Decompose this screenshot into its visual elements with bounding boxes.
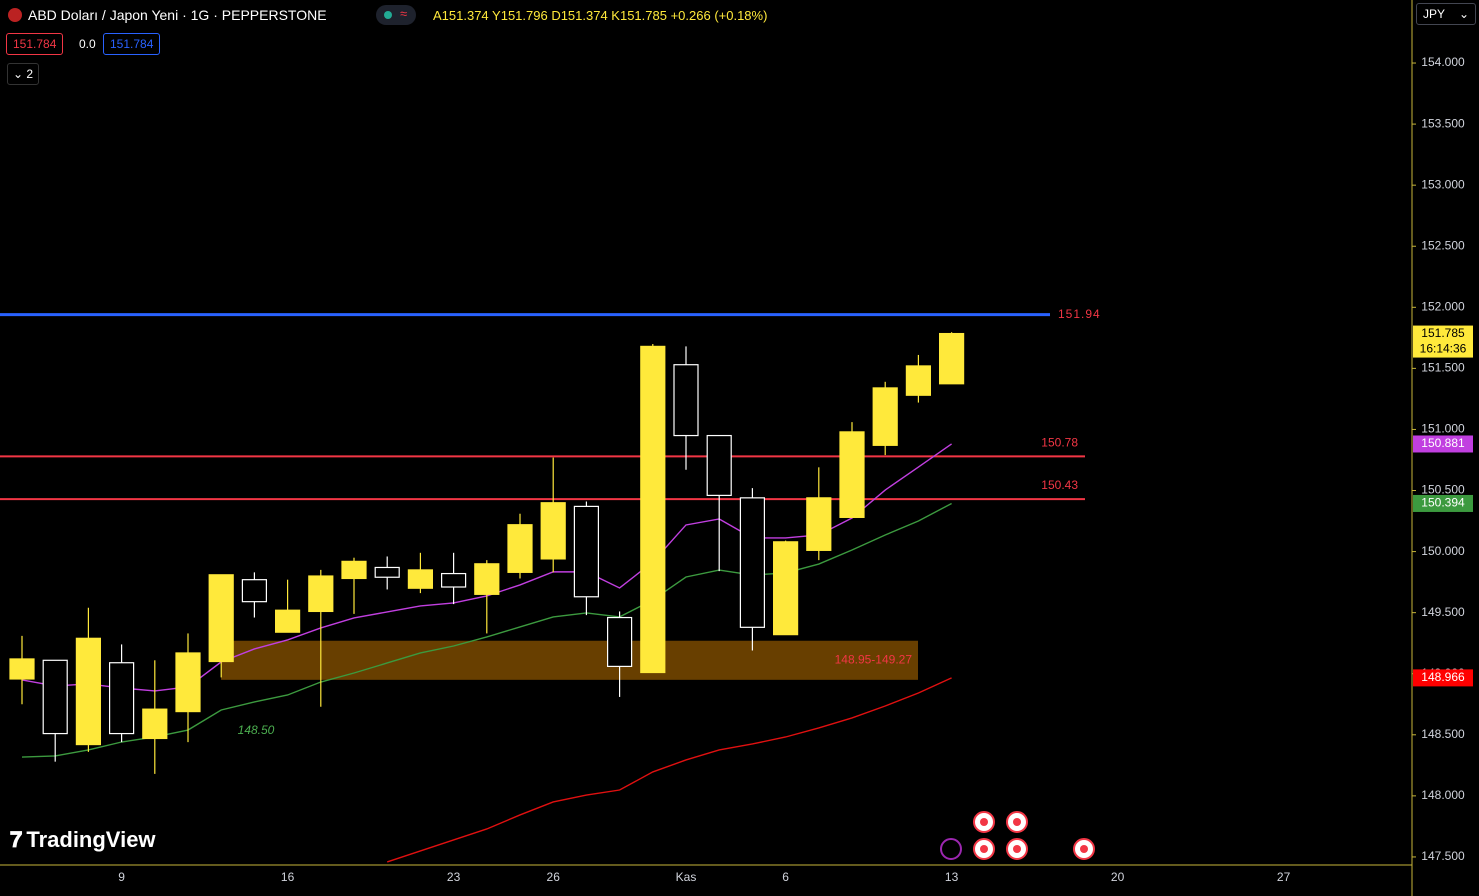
countdown: 16:14:36 [1420,342,1467,356]
price-label-box [1413,435,1473,453]
annotation: 148.50 [238,723,275,737]
candle-body [175,652,201,713]
sell-price[interactable]: 151.784 [6,33,64,55]
x-tick-label: 16 [281,870,295,884]
ma-line [386,677,952,863]
y-tick-label: 148.000 [1421,788,1465,802]
price-label: 151.785 [1421,326,1465,340]
candle-body [208,574,234,663]
candle-body [806,497,832,551]
candle-body [772,541,799,636]
indicator-count: 2 [26,67,34,81]
price-label-box [1413,669,1473,687]
candle-body [9,658,35,680]
logo[interactable]: 𝟕 TradingView [10,827,156,852]
candle-body [739,497,766,628]
y-tick-label: 153.500 [1421,116,1465,130]
event-dot [1013,818,1021,826]
y-tick-label: 148.500 [1421,727,1465,741]
level-label: 150.43 [1041,478,1078,492]
candle-body [606,616,633,667]
x-tick-label: 20 [1111,870,1125,884]
candle-body [108,662,135,735]
candle-body [441,572,467,588]
candle-body [507,524,533,573]
event-dot [1013,845,1021,853]
symbol[interactable]: ABD Doları / Japon Yeni · 1G · PEPPERSTO… [8,7,327,23]
x-tick-label: 27 [1277,870,1291,884]
candle-body [474,563,500,595]
y-tick-label: 147.500 [1421,849,1465,863]
currency: JPY [1423,7,1446,21]
candle-body [872,387,898,446]
event-dot [980,845,988,853]
price-label: 148.966 [1421,670,1465,684]
candle-body [540,502,566,560]
x-tick-label: 13 [945,870,959,884]
candle-body [374,566,400,578]
candle-body [938,332,965,385]
price-label-box [1413,494,1473,512]
y-tick-label: 153.000 [1421,177,1465,191]
y-tick-label: 151.500 [1421,361,1465,375]
candle-body [241,579,267,603]
y-tick-label: 152.500 [1421,238,1465,252]
event-dot [1080,845,1088,853]
candle-body [142,708,168,740]
spread: 0.0 [79,37,96,51]
level-label: 150.78 [1041,435,1078,449]
level-label: 151.94 [1058,307,1101,321]
candle-body [573,505,600,598]
status-pill[interactable]: ≈ [376,5,416,25]
logo-text: TradingView [26,827,156,852]
x-tick-label: 23 [447,870,461,884]
candle-body [839,431,865,518]
y-tick-label: 150.000 [1421,544,1465,558]
x-tick-label: 6 [782,870,789,884]
candle-body [407,569,433,589]
candle-body [640,345,666,674]
y-tick-label: 154.000 [1421,55,1465,69]
event-icon[interactable] [940,838,962,860]
event-dot [980,818,988,826]
price-label: 150.881 [1421,436,1465,450]
indicators-toggle[interactable]: ⌄ 2 [7,63,40,85]
currency-select[interactable]: JPY ⌄ [1416,3,1476,25]
price-label: 150.394 [1421,496,1465,510]
candle-body [341,560,367,580]
symbol-title: ABD Doları / Japon Yeni · 1G · PEPPERSTO… [28,7,327,23]
candle-body [42,659,68,735]
candle-body [706,434,732,497]
price-label-box [1413,325,1473,358]
buy-price[interactable]: 151.784 [103,33,161,55]
candle-body [275,609,301,633]
y-tick-label: 150.500 [1421,483,1465,497]
ohlc: A151.374 Y151.796 D151.374 K151.785 +0.2… [433,8,768,23]
candle-body [673,364,699,437]
zone-label: 148.95-149.27 [835,652,913,666]
candle-body [905,365,932,396]
y-tick-label: 149.500 [1421,605,1465,619]
y-tick-label: 152.000 [1421,299,1465,313]
flag-icon [8,8,22,22]
x-tick-label: Kas [676,870,697,884]
x-tick-label: 26 [547,870,561,884]
support-zone [221,640,918,680]
x-tick-label: 9 [118,870,125,884]
candle-body [75,637,102,746]
candle-body [308,575,334,613]
y-tick-label: 151.000 [1421,422,1465,436]
